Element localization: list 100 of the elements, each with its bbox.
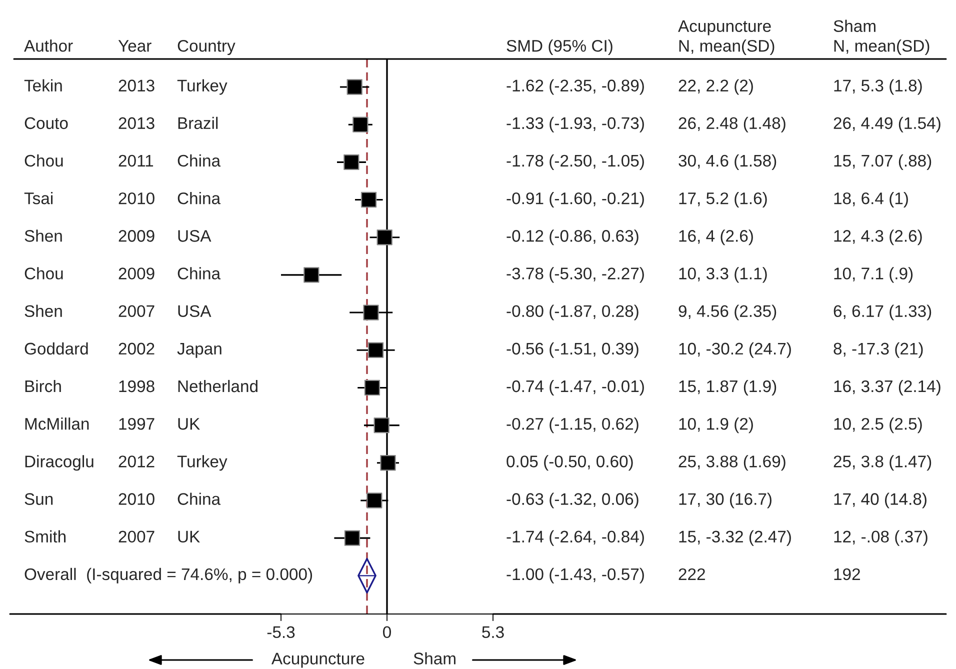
text: China — [178, 267, 221, 280]
text: 1998 — [119, 380, 154, 392]
text: -1.00 (-1.43, -0.57) — [506, 568, 644, 584]
text: 10, 1.9 (2) — [679, 418, 753, 434]
text: 2013 — [118, 80, 154, 92]
text: 2007 — [118, 530, 154, 543]
text: 2011 — [118, 154, 154, 167]
text: 25, 3.88 (1.69) — [678, 455, 786, 471]
text: China — [178, 192, 221, 204]
text: -0.80 (-1.87, 0.28) — [506, 304, 638, 320]
y-tick-label: Birch — [25, 380, 61, 392]
text: Year — [118, 40, 152, 52]
text: 17, 40 (14.8) — [834, 492, 926, 508]
x-tick-label: 0 — [383, 626, 391, 638]
text: 2007 — [118, 305, 154, 318]
text: -1.33 (-1.93, -0.73) — [506, 116, 644, 132]
text: Turkey — [177, 79, 228, 95]
y-tick-label: Sun — [24, 493, 53, 505]
y-tick-label: Couto — [24, 117, 68, 130]
text: Acupuncture N, mean(SD) — [678, 20, 774, 56]
y-tick-label: Chou — [24, 154, 63, 167]
point — [304, 267, 320, 283]
text: 15, -3.32 (2.47) — [679, 530, 791, 546]
text: 10, 3.3 (1.1) — [679, 267, 767, 283]
text: 17, 5.2 (1.6) — [679, 192, 767, 208]
point — [344, 154, 360, 170]
text: 10, -30.2 (24.7) — [679, 342, 791, 358]
point — [360, 192, 377, 208]
text: 2012 — [118, 456, 154, 468]
y-tick-label: Overall (I-squared = 74.6%, p = 0.000) — [24, 568, 312, 584]
text: 15, 7.07 (.88) — [834, 154, 932, 170]
point — [346, 79, 362, 95]
text: 30, 4.6 (1.58) — [678, 154, 776, 170]
text: UK — [178, 418, 200, 430]
text: Brazil — [178, 116, 218, 130]
y-tick-label: Smith — [24, 530, 66, 543]
text: UK — [178, 530, 200, 543]
point — [374, 417, 390, 434]
point — [368, 342, 384, 358]
y-tick-label: Tsai — [24, 192, 53, 204]
y-tick-label: Diracoglu — [25, 455, 94, 471]
text: USA — [178, 305, 212, 318]
text: USA — [178, 230, 212, 242]
text: 10, 7.1 (.9) — [834, 267, 913, 283]
text: 192 — [834, 568, 860, 580]
text: -0.63 (-1.32, 0.06) — [506, 492, 638, 508]
text: Author — [24, 40, 73, 52]
text: 2009 — [118, 230, 154, 242]
text: -1.62 (-2.35, -0.89) — [506, 79, 644, 95]
text: -1.78 (-2.50, -1.05) — [506, 154, 644, 170]
text: 17, 5.3 (1.8) — [834, 79, 922, 95]
text: 2009 — [118, 268, 154, 280]
text: -0.74 (-1.47, -0.01) — [506, 380, 644, 396]
y-tick-label: Shen — [24, 230, 62, 242]
text: 25, 3.8 (1.47) — [834, 455, 932, 471]
text: 17, 30 (16.7) — [679, 492, 772, 508]
point — [363, 304, 379, 320]
text: 2010 — [118, 192, 154, 204]
text: 22, 2.2 (2) — [678, 79, 753, 95]
text: Netherland — [178, 380, 258, 392]
text: -0.56 (-1.51, 0.39) — [506, 342, 638, 358]
y-tick-label: Shen — [24, 304, 62, 318]
text: 0.05 (-0.50, 0.60) — [506, 455, 633, 471]
point — [380, 455, 396, 471]
point — [366, 492, 382, 508]
text: -0.27 (-1.15, 0.62) — [506, 418, 638, 434]
text: 12, 4.3 (2.6) — [834, 230, 922, 246]
point — [344, 530, 360, 546]
text: -3.78 (-5.30, -2.27) — [506, 267, 644, 283]
text: China — [178, 492, 221, 505]
text: 2002 — [118, 342, 154, 355]
text: 16, 3.37 (2.14) — [834, 380, 940, 396]
text: 222 — [678, 568, 705, 580]
text: SMD (95% CI) — [506, 40, 612, 56]
text: Japan — [177, 342, 222, 358]
y-tick-label: Goddard — [24, 342, 88, 355]
text: Country — [178, 40, 236, 56]
text: 8, -17.3 (21) — [834, 342, 923, 358]
text: 15, 1.87 (1.9) — [679, 380, 776, 396]
point — [352, 116, 368, 132]
x-tick-label: -5.3 — [267, 626, 295, 638]
text: Sham N, mean(SD) — [834, 20, 930, 56]
text: China — [178, 154, 221, 167]
text: 2010 — [118, 493, 154, 505]
text: 26, 4.49 (1.54) — [834, 116, 940, 132]
text: -1.74 (-2.64, -0.84) — [506, 530, 644, 546]
text: 12, -.08 (.37) — [834, 530, 928, 546]
text: -0.91 (-1.60, -0.21) — [506, 192, 644, 208]
text: 26, 2.48 (1.48) — [678, 116, 786, 132]
y-tick-label: Tekin — [24, 79, 62, 92]
text: 16, 4 (2.6) — [679, 230, 753, 246]
text: 6, 6.17 (1.33) — [834, 304, 932, 320]
x-tick-label: 5.3 — [482, 626, 504, 638]
text: 1997 — [119, 418, 154, 430]
text: Acupuncture — [271, 652, 364, 668]
y-tick-label: Chou — [24, 267, 63, 280]
text: -0.12 (-0.86, 0.63) — [506, 230, 638, 246]
text: 18, 6.4 (1) — [834, 192, 908, 208]
text: 10, 2.5 (2.5) — [834, 418, 922, 434]
point — [364, 380, 380, 396]
